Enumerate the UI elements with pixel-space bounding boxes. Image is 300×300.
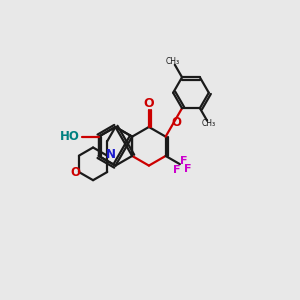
Text: O: O [144, 97, 154, 110]
Text: O: O [70, 166, 80, 178]
Text: F: F [184, 164, 191, 174]
Text: CH₃: CH₃ [166, 57, 180, 66]
Text: CH₃: CH₃ [202, 119, 216, 128]
Text: F: F [173, 165, 181, 175]
Text: O: O [171, 116, 181, 129]
Text: HO: HO [60, 130, 80, 143]
Text: F: F [180, 156, 187, 166]
Text: N: N [106, 148, 116, 161]
